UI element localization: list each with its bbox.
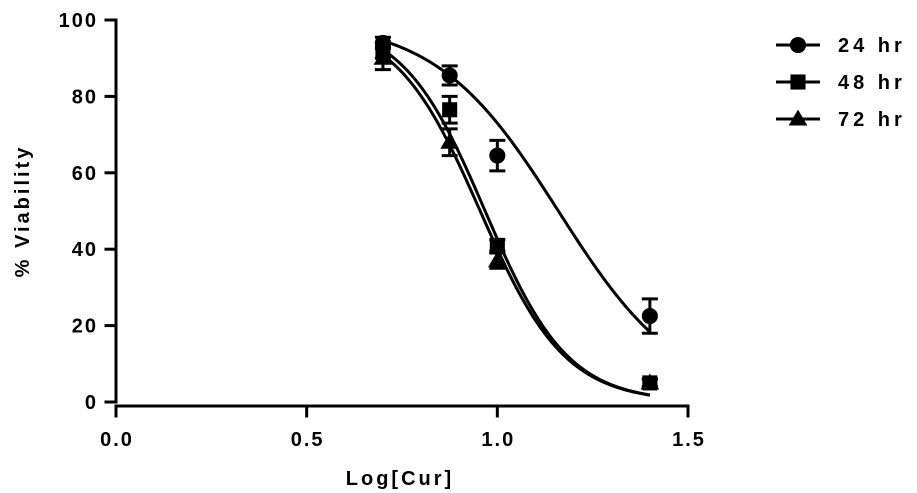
data-point-circle — [489, 138, 506, 173]
data-point-triangle — [487, 251, 507, 270]
legend-label: 24 hr — [838, 35, 906, 57]
data-point-square — [489, 237, 506, 253]
data-points — [373, 34, 660, 391]
fit-curve-triangle — [382, 53, 651, 397]
x-tick-label: 1.0 — [481, 429, 515, 451]
data-point-circle — [641, 297, 658, 335]
fit-curve-circle — [382, 39, 651, 333]
y-tick-label: 20 — [72, 316, 98, 338]
x-tick-label: 0.0 — [100, 429, 134, 451]
x-tick-label: 0.5 — [291, 429, 325, 451]
y-tick-label: 40 — [72, 239, 98, 261]
data-point-triangle — [640, 373, 660, 390]
y-axis-title: % Viability — [12, 145, 34, 278]
y-tick-label: 60 — [72, 163, 98, 185]
data-point-triangle — [373, 45, 393, 72]
legend-item-square: 48 hr — [776, 72, 906, 94]
fit-curves — [382, 39, 651, 397]
y-tick-label: 100 — [59, 10, 98, 32]
fit-curve-square — [382, 48, 651, 397]
legend-item-triangle: 72 hr — [776, 109, 906, 131]
y-tick-label: 80 — [72, 86, 98, 108]
data-point-square — [441, 94, 458, 125]
x-tick-label: 1.5 — [672, 429, 706, 451]
legend-item-circle: 24 hr — [776, 35, 906, 57]
legend-label: 48 hr — [838, 72, 906, 94]
y-tick-label: 0 — [85, 392, 98, 414]
legend-label: 72 hr — [838, 109, 906, 131]
axes: 0 20 40 60 80 100 0.0 0.5 1.0 1.5 — [59, 10, 706, 451]
x-axis-title: Log[Cur] — [346, 468, 454, 490]
data-point-triangle — [440, 127, 460, 158]
legend: 24 hr 48 hr 72 hr — [776, 35, 906, 131]
data-point-circle — [441, 64, 458, 87]
